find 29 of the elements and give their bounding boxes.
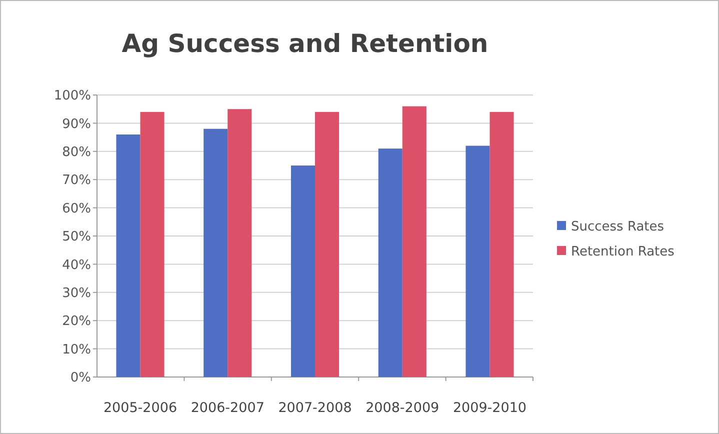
y-tick-label: 20% — [62, 314, 91, 330]
y-tick-label: 70% — [62, 173, 91, 188]
x-tick-label: 2009-2010 — [452, 400, 527, 416]
bar — [228, 109, 252, 377]
bar — [116, 134, 140, 377]
bar — [140, 112, 164, 377]
bar — [490, 112, 514, 377]
y-tick-label: 80% — [62, 144, 91, 160]
legend-label: Success Rates — [571, 220, 664, 235]
bar — [402, 106, 426, 377]
chart-title: Ag Success and Retention — [122, 29, 488, 58]
y-tick-label: 90% — [62, 116, 91, 132]
x-tick-label: 2005-2006 — [103, 400, 178, 416]
legend-label: Retention Rates — [571, 244, 675, 260]
x-tick-label: 2008-2009 — [366, 400, 440, 416]
y-tick-label: 30% — [62, 286, 91, 301]
bar — [378, 148, 402, 377]
y-tick-label: 40% — [62, 258, 91, 273]
y-tick-label: 50% — [62, 230, 91, 245]
bar — [204, 128, 228, 377]
bar — [290, 166, 315, 377]
y-tick-label: 0% — [70, 370, 91, 386]
y-tick-label: 10% — [62, 342, 91, 358]
y-tick-label: 100% — [54, 88, 91, 104]
bar — [315, 112, 340, 377]
x-tick-label: 2006-2007 — [190, 400, 264, 416]
x-tick-label: 2007-2008 — [278, 400, 352, 416]
bar — [466, 146, 490, 377]
y-tick-label: 60% — [62, 201, 91, 216]
